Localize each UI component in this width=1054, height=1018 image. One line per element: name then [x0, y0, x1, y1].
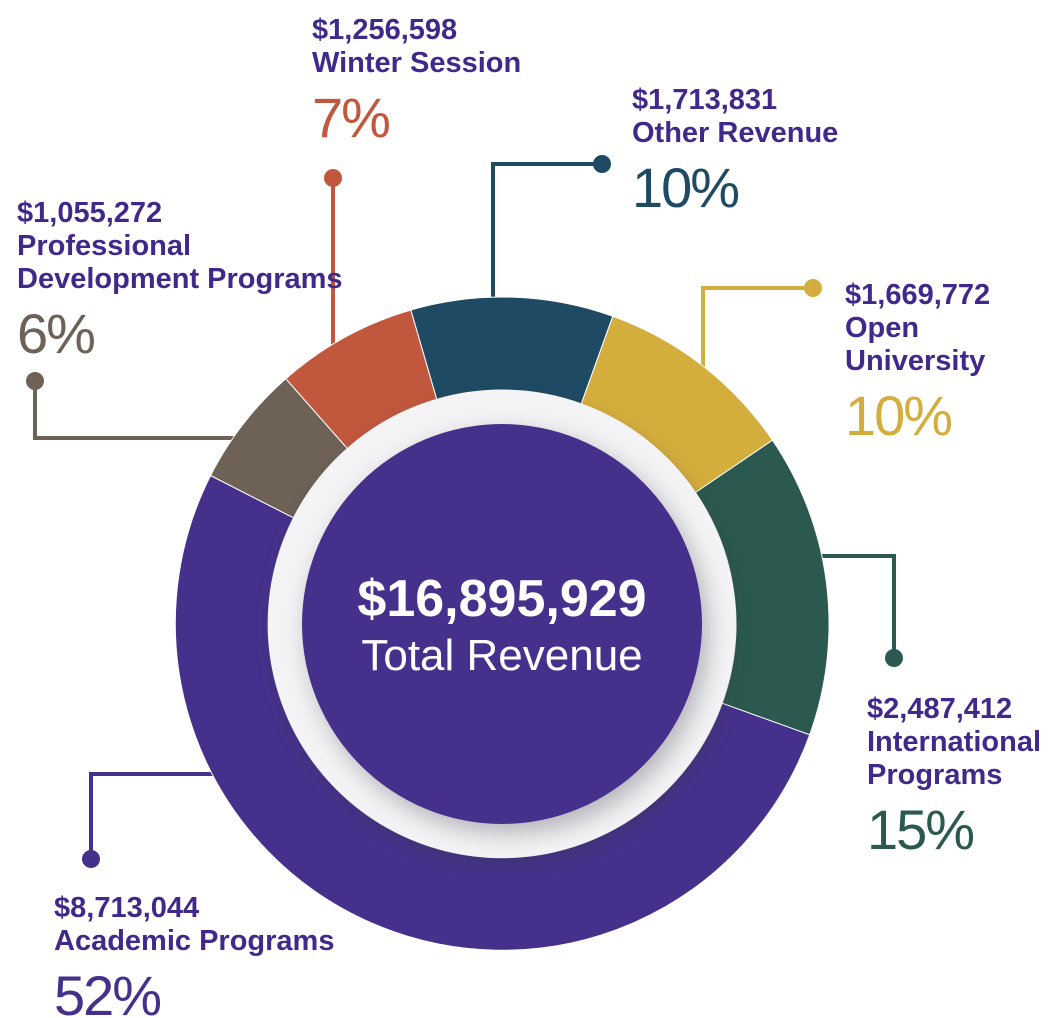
segment-percent: 10% [845, 384, 953, 448]
callout-open-university: $1,669,772 Open University 10% [845, 279, 1054, 444]
leader-dot-other-revenue [593, 155, 611, 173]
center-total: $16,895,929 Total Revenue [357, 571, 646, 681]
segment-amount: $8,713,044 [54, 892, 200, 924]
segment-amount: $1,713,831 [632, 84, 778, 116]
segment-name: Other Revenue [632, 117, 839, 150]
total-revenue-amount: $16,895,929 [357, 570, 647, 629]
callout-professional-development-programs: $1,055,272 Professional Development Prog… [17, 197, 367, 362]
segment-percent: 52% [54, 964, 162, 1018]
leader-dot-academic-programs [82, 850, 100, 868]
callout-academic-programs: $8,713,044 Academic Programs 52% [54, 892, 334, 1018]
leader-dot-winter-session [324, 169, 342, 187]
callout-other-revenue: $1,713,831 Other Revenue 10% [632, 84, 838, 216]
total-revenue-label: Total Revenue [361, 631, 643, 681]
leader-dot-international-programs [885, 649, 903, 667]
segment-percent: 15% [867, 798, 975, 862]
segment-amount: $1,669,772 [845, 279, 991, 311]
leader-line-open-university [701, 286, 813, 395]
leader-lines [26, 155, 903, 868]
segment-name: Academic Programs [54, 925, 335, 958]
segment-amount: $1,055,272 [17, 197, 163, 229]
segment-percent: 10% [632, 156, 740, 220]
segment-amount: $1,256,598 [312, 14, 458, 46]
callout-winter-session: $1,256,598 Winter Session 7% [312, 14, 521, 146]
leader-line-academic-programs [89, 772, 220, 851]
segment-name: International Programs [867, 726, 1042, 792]
leader-dot-professional-development-programs [26, 372, 44, 390]
segment-name: Open University [845, 312, 986, 378]
segment-percent: 7% [312, 86, 391, 150]
callout-international-programs: $2,487,412 International Programs 15% [867, 693, 1054, 858]
leader-line-other-revenue [491, 162, 602, 330]
leader-dot-open-university [804, 279, 822, 297]
donut-center-circle [302, 424, 702, 824]
segment-amount: $2,487,412 [867, 693, 1013, 725]
donut-segment-other-revenue [410, 296, 614, 405]
leader-line-international-programs [800, 554, 896, 650]
segment-name: Winter Session [312, 47, 522, 80]
segment-percent: 6% [17, 302, 96, 366]
leader-line-professional-development-programs [33, 389, 245, 440]
segment-name: Professional Development Programs [17, 230, 343, 296]
